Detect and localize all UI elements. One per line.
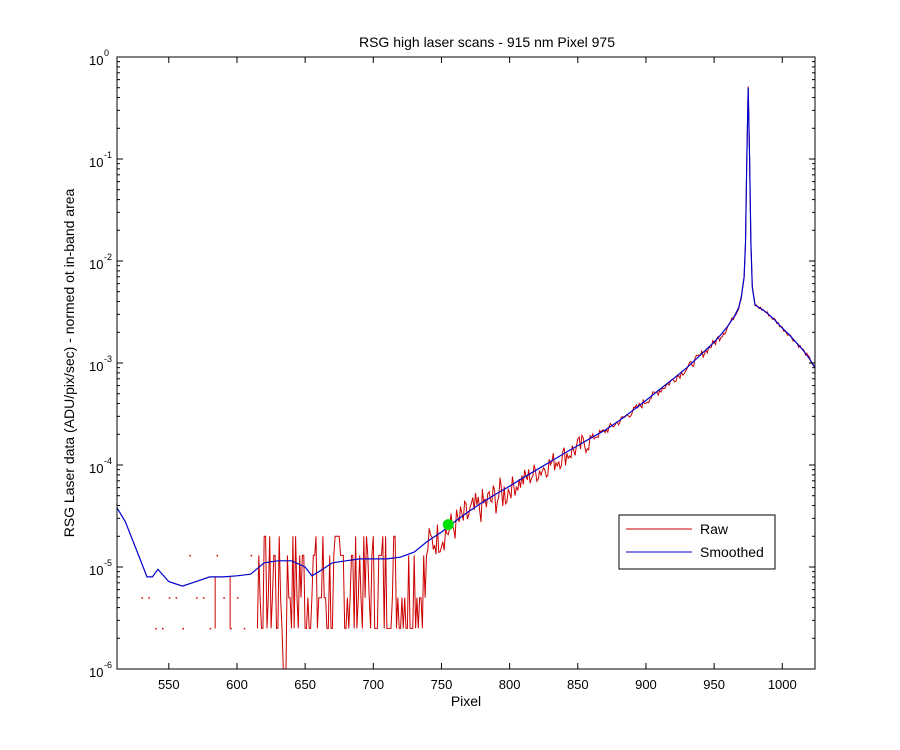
legend-label-raw: Raw	[700, 521, 729, 537]
x-tick-label: 900	[635, 677, 657, 692]
raw-point	[148, 597, 150, 599]
y-tick-exponent: 0	[104, 48, 109, 58]
highlight-marker	[442, 519, 454, 531]
y-axis-label: RSG Laser data (ADU/pix/sec) - normed ot…	[61, 188, 77, 537]
x-tick-label: 700	[362, 677, 384, 692]
raw-point	[168, 597, 171, 599]
raw-point	[236, 597, 239, 599]
x-tick-label: 750	[431, 677, 453, 692]
raw-point	[155, 627, 157, 630]
y-tick-label: 10	[89, 155, 103, 170]
y-tick-label: 10	[89, 563, 103, 578]
raw-point	[182, 627, 184, 630]
x-tick-label: 850	[567, 677, 589, 692]
x-axis-label: Pixel	[451, 693, 481, 709]
raw-point	[230, 627, 232, 630]
chart-title: RSG high laser scans - 915 nm Pixel 975	[359, 34, 615, 50]
legend-box	[618, 514, 776, 570]
raw-point	[243, 627, 246, 630]
raw-point	[202, 597, 205, 599]
y-tick-label: 10	[89, 665, 103, 680]
raw-point	[161, 627, 164, 630]
x-tick-label: 950	[703, 677, 725, 692]
smoothed-series-line	[117, 87, 815, 587]
x-tick-label: 800	[499, 677, 521, 692]
y-tick-label: 10	[89, 257, 103, 272]
series-layer	[117, 86, 815, 669]
raw-point	[223, 597, 225, 599]
raw-series-line	[256, 86, 815, 669]
y-tick-label: 10	[89, 359, 103, 374]
x-tick-label: 1000	[768, 677, 797, 692]
y-tick-exponent: -5	[104, 558, 112, 568]
x-tick-label: 650	[294, 677, 316, 692]
raw-point	[216, 554, 219, 557]
y-tick-exponent: -3	[104, 354, 112, 364]
raw-point	[250, 554, 253, 557]
y-tick-label: 10	[89, 461, 103, 476]
y-tick-label: 10	[89, 53, 103, 68]
legend-label-smoothed: Smoothed	[700, 544, 764, 560]
raw-point	[189, 554, 191, 557]
x-axis-ticks: 550 600 650 700 750 800 850 900 950 1000	[158, 57, 797, 692]
y-tick-exponent: -2	[104, 252, 112, 262]
y-tick-exponent: -4	[104, 456, 112, 466]
legend: Raw Smoothed	[618, 514, 776, 570]
x-tick-label: 550	[158, 677, 180, 692]
raw-point	[209, 627, 212, 630]
raw-point	[196, 597, 198, 599]
y-tick-exponent: -6	[104, 660, 112, 670]
raw-point	[141, 597, 144, 599]
x-tick-label: 600	[226, 677, 248, 692]
raw-point	[175, 597, 178, 599]
y-tick-exponent: -1	[104, 150, 112, 160]
